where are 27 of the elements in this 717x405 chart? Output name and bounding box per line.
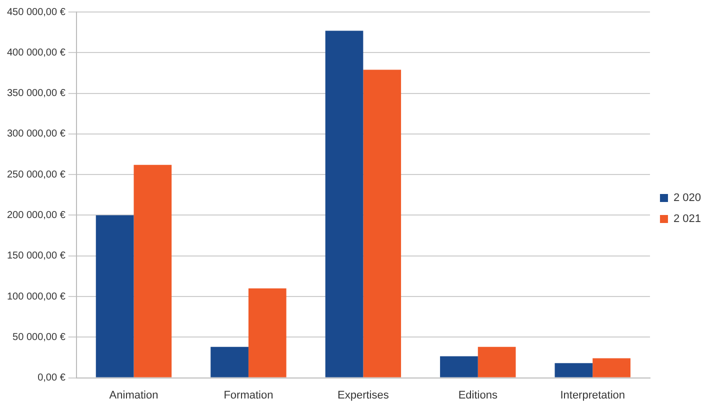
- x-tick-label: Interpretation: [560, 389, 626, 402]
- bar: [210, 346, 248, 378]
- y-tick-label: 300 000,00 €: [7, 128, 66, 140]
- x-tick-label: Animation: [109, 389, 158, 402]
- bar: [592, 358, 630, 378]
- bar: [134, 164, 172, 378]
- bar: [440, 356, 478, 378]
- y-tick-label: 200 000,00 €: [7, 210, 66, 221]
- bar: [478, 346, 516, 378]
- y-tick-label: 400 000,00 €: [7, 47, 66, 58]
- bar: [325, 30, 364, 378]
- bar: [363, 70, 402, 378]
- x-tick-label: Expertises: [338, 389, 390, 402]
- y-tick-label: 450 000,00 €: [7, 6, 66, 18]
- y-tick-label: 0,00 €: [38, 372, 66, 384]
- y-tick-label: 100 000,00 €: [7, 291, 66, 302]
- y-tick-label: 250 000,00 €: [7, 169, 66, 180]
- bar: [248, 288, 286, 378]
- y-tick-label: 350 000,00 €: [7, 88, 66, 100]
- x-tick-label: Editions: [458, 389, 498, 402]
- x-tick-label: Formation: [224, 389, 274, 402]
- y-tick-label: 150 000,00 €: [7, 250, 66, 262]
- legend-label: 2 021: [673, 213, 702, 226]
- bar: [554, 363, 593, 378]
- y-tick-label: 50 000,00 €: [12, 332, 66, 343]
- bar: [96, 215, 134, 378]
- legend-label: 2 020: [673, 192, 702, 204]
